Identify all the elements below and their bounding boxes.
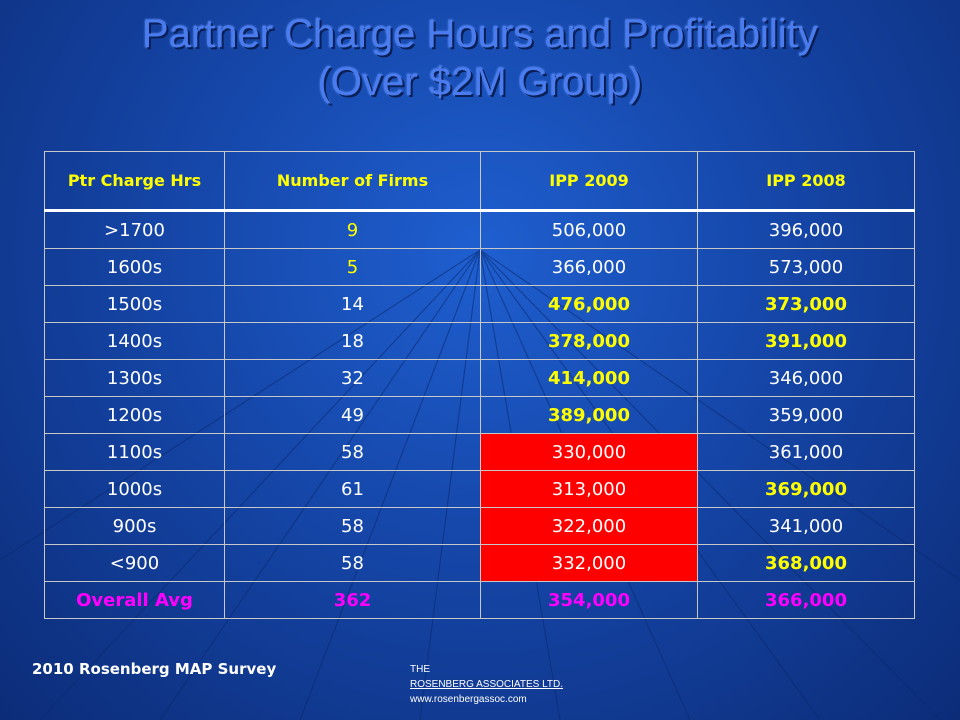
cell-ipp-2008: 341,000: [697, 507, 915, 545]
cell-charge-hrs: 900s: [44, 507, 225, 545]
cell-charge-hrs: 1200s: [44, 396, 225, 434]
cell-ipp-2008: 346,000: [697, 359, 915, 397]
cell-ipp-2008: 573,000: [697, 248, 915, 286]
table-row: 900s 58 322,000 341,000: [44, 507, 915, 545]
cell-charge-hrs: <900: [44, 544, 225, 582]
cell-ipp-2008: 359,000: [697, 396, 915, 434]
cell-num-firms: 14: [224, 285, 481, 323]
cell-ipp-2009: 330,000: [480, 433, 698, 471]
logo-url: www.rosenbergassoc.com: [410, 694, 527, 705]
cell-ipp-2009: 313,000: [480, 470, 698, 508]
cell-charge-hrs: 1100s: [44, 433, 225, 471]
col-header-ipp-2008: IPP 2008: [697, 151, 915, 211]
cell-ipp-2008: 373,000: [697, 285, 915, 323]
cell-charge-hrs: 1600s: [44, 248, 225, 286]
table-header-row: Ptr Charge Hrs Number of Firms IPP 2009 …: [44, 151, 915, 211]
cell-charge-hrs: 1400s: [44, 322, 225, 360]
col-header-num-firms: Number of Firms: [224, 151, 481, 211]
title-line-1: Partner Charge Hours and Profitability: [142, 12, 818, 56]
table-row: 1300s 32 414,000 346,000: [44, 359, 915, 397]
table-row: >1700 9 506,000 396,000: [44, 210, 915, 249]
cell-ipp-2009: 378,000: [480, 322, 698, 360]
cell-num-firms: 58: [224, 507, 481, 545]
survey-caption: 2010 Rosenberg MAP Survey: [32, 660, 277, 678]
table-row-overall-avg: Overall Avg 362 354,000 366,000: [44, 581, 915, 619]
cell-avg-num-firms: 362: [224, 581, 481, 619]
cell-ipp-2008: 396,000: [697, 210, 915, 249]
cell-ipp-2009: 389,000: [480, 396, 698, 434]
cell-ipp-2008: 361,000: [697, 433, 915, 471]
cell-ipp-2008: 368,000: [697, 544, 915, 582]
cell-ipp-2008: 369,000: [697, 470, 915, 508]
cell-ipp-2009: 322,000: [480, 507, 698, 545]
table-row: 1200s 49 389,000 359,000: [44, 396, 915, 434]
col-header-ipp-2009: IPP 2009: [480, 151, 698, 211]
cell-num-firms: 49: [224, 396, 481, 434]
cell-charge-hrs: 1300s: [44, 359, 225, 397]
col-header-charge-hrs: Ptr Charge Hrs: [44, 151, 225, 211]
cell-avg-label: Overall Avg: [44, 581, 225, 619]
table-row: 1400s 18 378,000 391,000: [44, 322, 915, 360]
cell-num-firms: 18: [224, 322, 481, 360]
cell-charge-hrs: >1700: [44, 210, 225, 249]
table-row: 1000s 61 313,000 369,000: [44, 470, 915, 508]
cell-num-firms: 58: [224, 433, 481, 471]
cell-num-firms: 58: [224, 544, 481, 582]
cell-num-firms: 9: [224, 210, 481, 249]
cell-avg-ipp-2009: 354,000: [480, 581, 698, 619]
cell-ipp-2009: 332,000: [480, 544, 698, 582]
logo-line-the: THE: [410, 664, 430, 675]
table-row: 1500s 14 476,000 373,000: [44, 285, 915, 323]
cell-charge-hrs: 1500s: [44, 285, 225, 323]
cell-ipp-2009: 476,000: [480, 285, 698, 323]
cell-ipp-2009: 414,000: [480, 359, 698, 397]
cell-num-firms: 5: [224, 248, 481, 286]
cell-ipp-2008: 391,000: [697, 322, 915, 360]
table-row: <900 58 332,000 368,000: [44, 544, 915, 582]
logo-company-name: ROSENBERG ASSOCIATES LTD.: [410, 679, 563, 690]
cell-num-firms: 32: [224, 359, 481, 397]
company-logo: THE ROSENBERG ASSOCIATES LTD. www.rosenb…: [410, 662, 563, 707]
cell-num-firms: 61: [224, 470, 481, 508]
cell-avg-ipp-2008: 366,000: [697, 581, 915, 619]
slide-title: Partner Charge Hours and Profitability (…: [0, 10, 960, 106]
cell-charge-hrs: 1000s: [44, 470, 225, 508]
profitability-table: Ptr Charge Hrs Number of Firms IPP 2009 …: [44, 151, 915, 619]
cell-ipp-2009: 366,000: [480, 248, 698, 286]
table-row: 1100s 58 330,000 361,000: [44, 433, 915, 471]
cell-ipp-2009: 506,000: [480, 210, 698, 249]
table-row: 1600s 5 366,000 573,000: [44, 248, 915, 286]
title-line-2: (Over $2M Group): [317, 60, 643, 104]
